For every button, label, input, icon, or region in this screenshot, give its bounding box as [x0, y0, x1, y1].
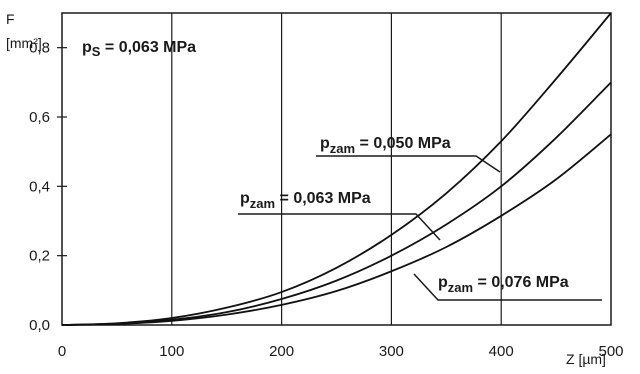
- series-label-2-symbol: p: [240, 190, 250, 207]
- series-label-2-value: = 0,063 MPa: [275, 190, 371, 207]
- x-tick-label: 100: [159, 343, 184, 360]
- x-axis-label: Z [µm]: [566, 351, 606, 367]
- leader-line-2: [238, 213, 441, 241]
- leader-lines: [238, 155, 602, 301]
- condition-value: = 0,063 MPa: [100, 39, 196, 56]
- series-label-3: pzam = 0,076 MPa: [438, 274, 569, 295]
- condition-label: pS = 0,063 MPa: [82, 39, 196, 59]
- series-label-3-value: = 0,076 MPa: [473, 274, 569, 291]
- leader-line-1: [316, 155, 501, 173]
- y-tick-label: 0,4: [29, 178, 50, 195]
- x-tick-label: 0: [58, 343, 66, 360]
- leader-line-3: [413, 273, 602, 301]
- condition-symbol: p: [82, 39, 92, 56]
- series-line-1: [61, 12, 612, 326]
- y-axis-symbol: F: [6, 11, 15, 27]
- series-label-2-subscript: zam: [250, 196, 275, 211]
- x-tick-label: 400: [489, 343, 514, 360]
- series-label-1: pzam = 0,050 MPa: [320, 135, 451, 156]
- y-tick-label: 0,0: [29, 317, 50, 334]
- series-label-1-value: = 0,050 MPa: [355, 135, 451, 152]
- series-label-3-subscript: zam: [448, 280, 473, 295]
- y-tick-label: 0,8: [29, 40, 50, 57]
- y-axis-unit: [mm²]: [6, 35, 42, 51]
- x-tick-label: 300: [379, 343, 404, 360]
- condition-subscript: S: [92, 44, 101, 59]
- plot-frame: [61, 12, 612, 326]
- y-tick-label: 0,2: [29, 248, 50, 265]
- y-tick-label: 0,6: [29, 109, 50, 126]
- x-tick-label: 500: [598, 343, 623, 360]
- series-label-2: pzam = 0,063 MPa: [240, 190, 371, 211]
- series-label-3-symbol: p: [438, 274, 448, 291]
- x-tick-label: 200: [269, 343, 294, 360]
- series-label-1-symbol: p: [320, 135, 330, 152]
- series-line-3: [61, 133, 612, 326]
- series-label-1-subscript: zam: [330, 141, 355, 156]
